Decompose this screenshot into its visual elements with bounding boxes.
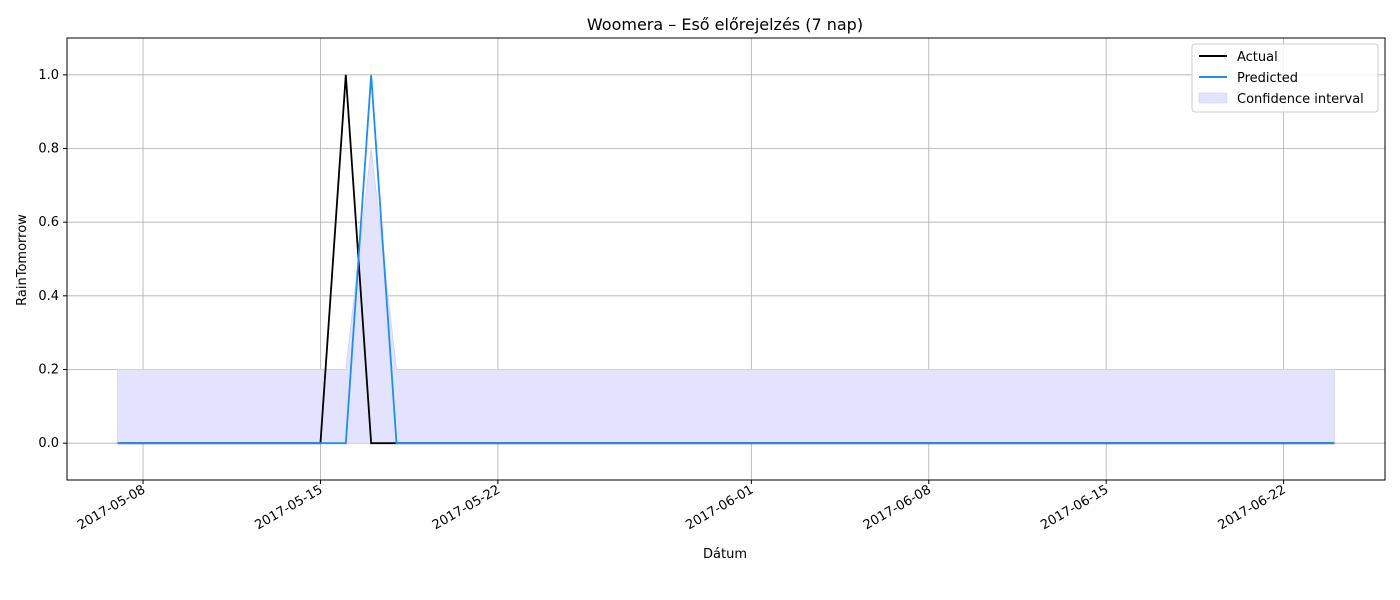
ticks: 0.0 0.2 0.4 0.6 0.8 1.0 2017-05-08 2017-05-15 20…	[38, 68, 1288, 533]
series-layer	[117, 74, 1335, 445]
legend-swatch-confidence-interval	[1198, 92, 1228, 104]
y-axis-label: RainTomorrow	[15, 214, 30, 306]
x-tick-label: 2017-06-22	[1216, 482, 1289, 533]
x-tick-label: 2017-05-22	[430, 482, 503, 533]
y-tick-label: 1.0	[38, 68, 59, 83]
y-tick-label: 0.4	[38, 289, 59, 304]
legend-label-actual: Actual	[1237, 50, 1278, 65]
legend-box	[1191, 43, 1379, 113]
x-axis-label: Dátum	[703, 547, 747, 562]
series-line-predicted	[117, 74, 1335, 445]
x-tick-label: 2017-05-08	[75, 482, 148, 533]
y-tick-label: 0.2	[38, 363, 59, 378]
chart-title: Woomera – Eső előrejelzés (7 nap)	[587, 15, 863, 34]
legend-label-confidence-interval: Confidence interval	[1237, 92, 1364, 107]
y-tick-label: 0.6	[38, 215, 59, 230]
x-tick-label: 2017-06-01	[683, 482, 756, 533]
legend: Actual Predicted Confidence interval	[1191, 43, 1379, 113]
plot-frame	[66, 37, 1386, 481]
y-tick-label: 0.0	[38, 436, 59, 451]
y-tick-label: 0.8	[38, 142, 59, 157]
x-tick-label: 2017-06-15	[1038, 482, 1111, 533]
legend-label-predicted: Predicted	[1237, 71, 1298, 86]
x-tick-label: 2017-05-15	[253, 482, 326, 533]
x-tick-label: 2017-06-08	[861, 482, 934, 533]
